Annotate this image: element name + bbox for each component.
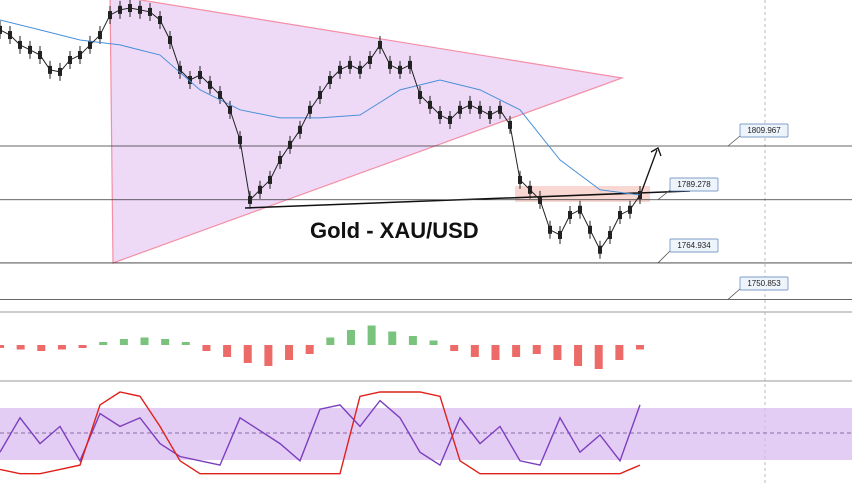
level-leader xyxy=(657,189,671,201)
histogram-bar xyxy=(161,339,170,345)
level-label-box xyxy=(669,238,719,253)
histogram-bar xyxy=(346,330,355,345)
histogram-bar xyxy=(37,345,46,351)
histogram-bar xyxy=(408,336,417,345)
histogram-bar xyxy=(16,345,25,350)
histogram-bar xyxy=(388,331,397,345)
level-label-box xyxy=(669,177,719,192)
histogram-bar xyxy=(450,345,459,351)
level-label-box xyxy=(739,276,789,291)
triangle-pattern xyxy=(109,0,625,264)
histogram-bar xyxy=(181,342,190,345)
histogram-bar xyxy=(285,345,294,360)
histogram-bar xyxy=(470,345,479,357)
histogram-bar xyxy=(532,345,541,354)
histogram-bar xyxy=(594,345,603,369)
histogram-bar xyxy=(223,345,232,357)
histogram-bar xyxy=(264,345,273,366)
histogram-bar xyxy=(367,325,376,345)
chart-title: Gold - XAU/USD xyxy=(310,218,479,243)
breakout-arrow xyxy=(639,149,658,197)
level-leader xyxy=(727,288,741,300)
histogram-bar xyxy=(119,339,128,345)
histogram-bar xyxy=(202,345,211,351)
histogram-bar xyxy=(0,345,4,348)
histogram-bar xyxy=(491,345,500,360)
histogram-bar xyxy=(78,345,87,348)
histogram-bar xyxy=(243,345,252,363)
level-label: 1764.934 xyxy=(677,241,711,250)
stoch-band xyxy=(0,408,852,460)
moving-average xyxy=(0,19,641,196)
histogram-bar xyxy=(574,345,583,366)
level-label: 1809.967 xyxy=(747,126,781,135)
histogram-bar xyxy=(553,345,562,360)
level-leader xyxy=(657,250,671,264)
stoch-line xyxy=(0,399,641,467)
price-line xyxy=(0,7,641,251)
histogram-bar xyxy=(305,345,314,354)
histogram-bar xyxy=(429,340,438,345)
histogram-bar xyxy=(57,345,66,350)
level-leader xyxy=(727,135,741,147)
level-label: 1789.278 xyxy=(677,180,711,189)
stoch-line xyxy=(0,391,641,475)
histogram-bar xyxy=(99,342,108,345)
level-label-box xyxy=(739,123,789,138)
resistance-zone xyxy=(515,186,650,202)
level-label: 1750.853 xyxy=(747,279,781,288)
arrow-head xyxy=(650,147,662,157)
histogram-bar xyxy=(140,337,149,345)
histogram-bar xyxy=(615,345,624,360)
histogram-bar xyxy=(636,345,644,350)
histogram-bar xyxy=(326,337,335,345)
histogram-bar xyxy=(512,345,521,357)
